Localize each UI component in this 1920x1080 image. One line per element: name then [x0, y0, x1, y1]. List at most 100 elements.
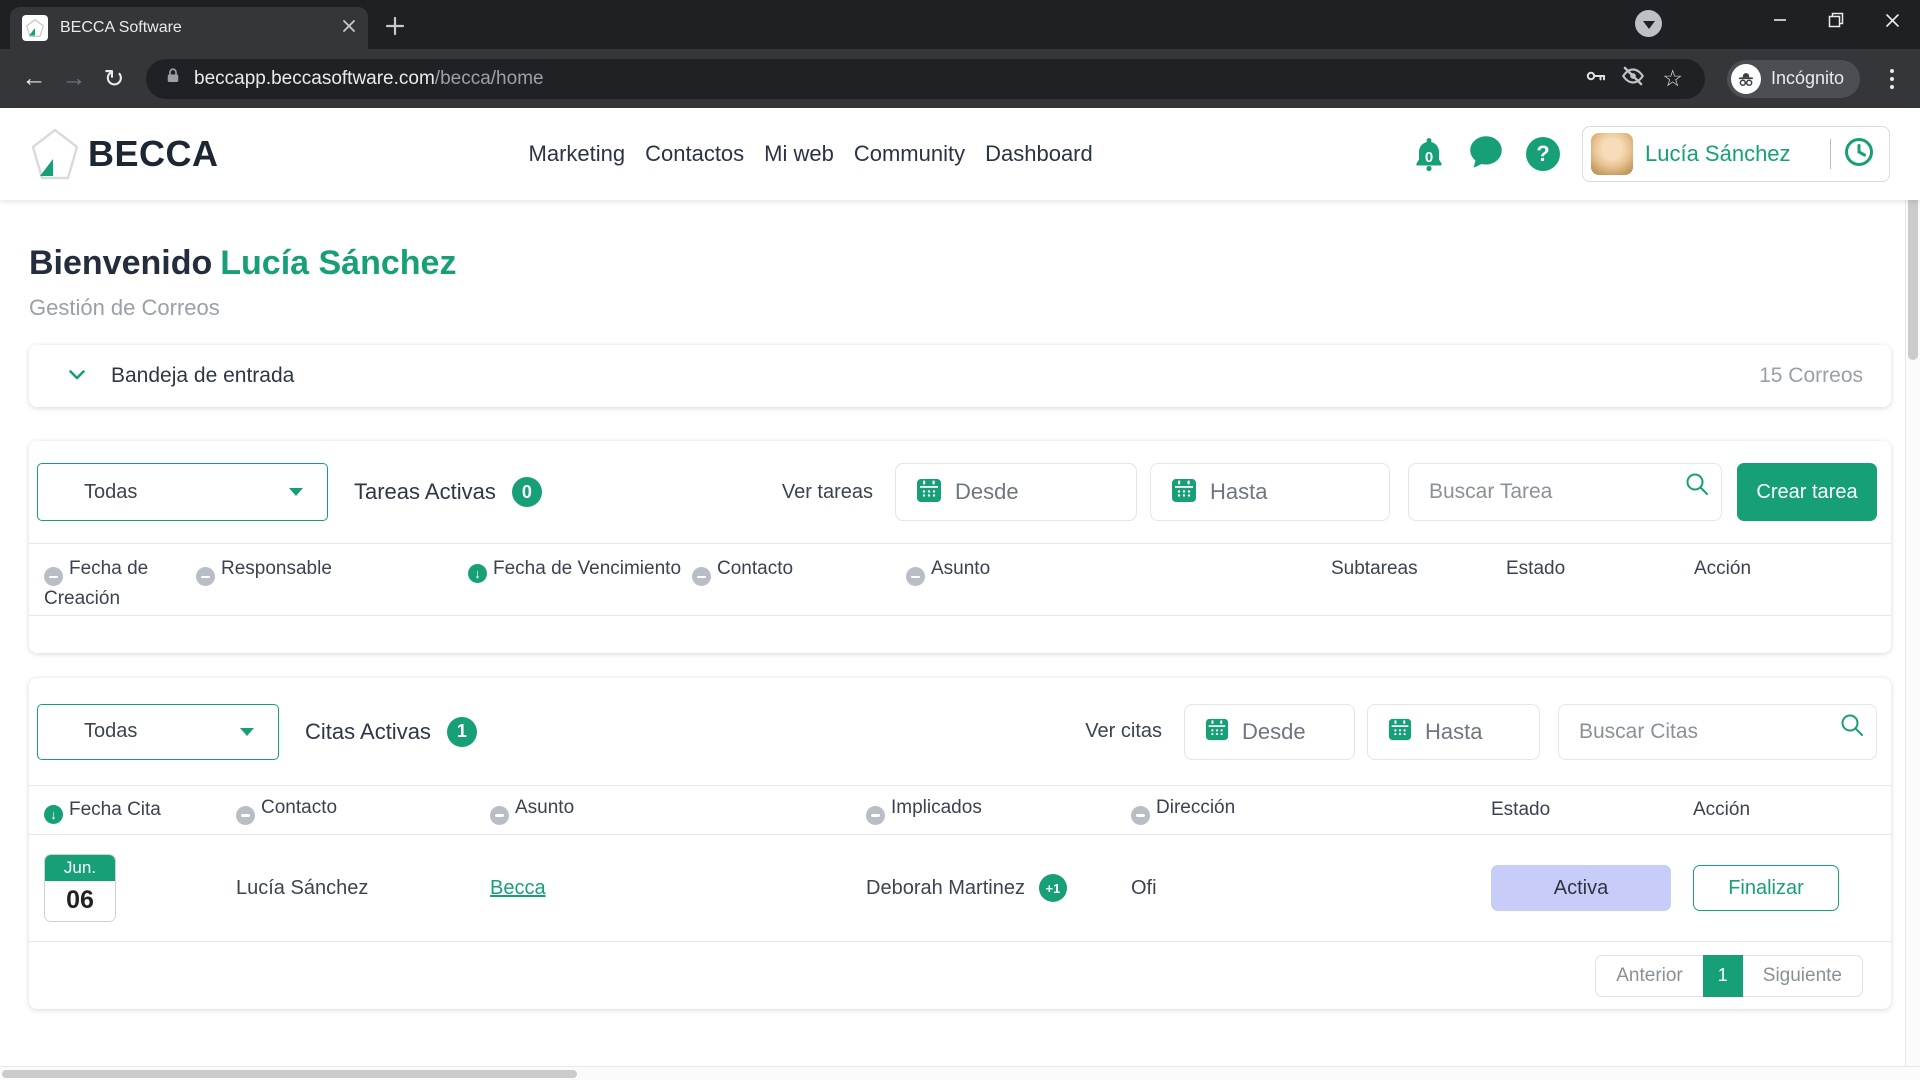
date-month: Jun.: [45, 855, 115, 881]
date-badge: Jun. 06: [44, 854, 116, 922]
tasks-search: [1408, 463, 1722, 521]
incognito-label: Incógnito: [1770, 68, 1844, 88]
column-header-subtareas: Subtareas: [1331, 558, 1418, 579]
reload-button[interactable]: ↻: [103, 64, 125, 93]
page-title: Bienvenido Lucía Sánchez: [29, 244, 1891, 283]
column-header-direccion[interactable]: Dirección: [1131, 795, 1491, 826]
citas-filter-select[interactable]: Todas: [37, 703, 279, 760]
appointment-involved-cell: Deborah Martinez +1: [866, 874, 1131, 902]
chat-bubble-icon[interactable]: [1468, 134, 1504, 175]
create-task-button[interactable]: Crear tarea: [1737, 463, 1877, 521]
becca-logo[interactable]: BECCA: [30, 127, 219, 181]
window-restore-button[interactable]: [1808, 0, 1864, 40]
nav-item-community[interactable]: Community: [853, 141, 966, 166]
url-bar[interactable]: beccapp.beccasoftware.com/becca/home ☆: [146, 58, 1705, 99]
column-header-fecha-cita[interactable]: Fecha Cita: [44, 797, 236, 824]
sort-neutral-icon: [1131, 806, 1150, 826]
divider: [1830, 139, 1831, 169]
citas-filter-row: Todas Citas Activas 1 Ver citas Desde: [29, 678, 1891, 785]
search-icon[interactable]: [1839, 712, 1865, 743]
column-header-fecha-vencimiento[interactable]: Fecha de Vencimiento: [468, 556, 692, 583]
pagination-current-page[interactable]: 1: [1702, 954, 1743, 997]
sort-neutral-icon: [236, 806, 255, 826]
pagination-previous-button[interactable]: Anterior: [1595, 954, 1703, 997]
vertical-scrollbar[interactable]: [1905, 108, 1920, 1066]
appointment-subject-link[interactable]: Becca: [490, 876, 546, 899]
main-nav: Marketing Contactos Mi web Community Das…: [529, 141, 1093, 167]
notifications-bell-icon[interactable]: 0: [1412, 136, 1446, 172]
inbox-count: 15 Correos: [1759, 364, 1863, 387]
finalize-button[interactable]: Finalizar: [1693, 865, 1839, 911]
window-minimize-button[interactable]: [1752, 0, 1808, 40]
horizontal-scrollbar-thumb[interactable]: [2, 1070, 577, 1078]
column-header-contacto[interactable]: Contacto: [236, 795, 490, 826]
vertical-scrollbar-thumb[interactable]: [1908, 110, 1918, 360]
date-to-placeholder: Hasta: [1425, 718, 1483, 744]
sort-neutral-icon: [196, 567, 215, 587]
nav-item-contactos[interactable]: Contactos: [645, 141, 745, 166]
browser-tab[interactable]: BECCA Software: [10, 7, 368, 49]
tasks-filter-select[interactable]: Todas: [37, 463, 328, 521]
tasks-panel: Todas Tareas Activas 0 Ver tareas Desde: [29, 441, 1891, 653]
appointment-contact: Lucía Sánchez: [236, 876, 369, 899]
chevron-down-icon[interactable]: [69, 367, 85, 385]
page-subtitle: Gestión de Correos: [29, 295, 220, 320]
help-icon[interactable]: ?: [1526, 137, 1560, 171]
citas-search-input[interactable]: [1558, 703, 1877, 760]
browser-menu-button[interactable]: [1878, 68, 1906, 89]
new-tab-button[interactable]: [384, 15, 406, 41]
column-header-contacto[interactable]: Contacto: [692, 556, 906, 587]
tasks-search-input[interactable]: [1408, 463, 1722, 521]
pagination-row: Anterior 1 Siguiente: [29, 941, 1891, 1009]
media-controls-button[interactable]: [1635, 10, 1662, 37]
window-close-button[interactable]: [1864, 0, 1920, 40]
column-header-responsable[interactable]: Responsable: [196, 556, 468, 587]
forward-button[interactable]: →: [61, 64, 87, 92]
tasks-date-from[interactable]: Desde: [895, 463, 1137, 521]
citas-date-from[interactable]: Desde: [1184, 703, 1355, 760]
calendar-icon: [1171, 477, 1197, 508]
date-day: 06: [45, 881, 115, 921]
user-avatar: [1591, 133, 1633, 175]
url-domain: beccapp.beccasoftware.com: [194, 67, 435, 89]
bookmark-star-icon[interactable]: ☆: [1662, 65, 1683, 91]
search-icon[interactable]: [1684, 471, 1710, 502]
brand-name: BECCA: [88, 133, 219, 174]
nav-item-dashboard[interactable]: Dashboard: [985, 141, 1093, 166]
tasks-table-header: Fecha de Creación Responsable Fecha de V…: [29, 543, 1891, 615]
column-header-estado: Estado: [1491, 798, 1551, 820]
session-clock-icon[interactable]: [1843, 136, 1875, 173]
page-content: Bienvenido Lucía Sánchez Gestión de Corre…: [0, 244, 1920, 1009]
incognito-badge: Incógnito: [1726, 59, 1860, 98]
date-to-placeholder: Hasta: [1210, 479, 1268, 504]
involved-more-badge[interactable]: +1: [1038, 874, 1067, 902]
user-name: Lucía Sánchez: [1645, 141, 1791, 166]
back-button[interactable]: ←: [21, 64, 47, 92]
tasks-date-to[interactable]: Hasta: [1150, 463, 1390, 521]
tasks-filter-value: Todas: [84, 480, 138, 503]
tab-close-icon[interactable]: [342, 18, 356, 38]
column-header-accion: Acción: [1693, 798, 1751, 820]
nav-item-mi-web[interactable]: Mi web: [764, 141, 834, 166]
status-badge[interactable]: Activa: [1491, 865, 1671, 911]
sort-neutral-icon: [490, 806, 509, 826]
notification-count-badge: 0: [1424, 149, 1434, 166]
password-key-icon[interactable]: [1584, 64, 1608, 93]
column-header-asunto[interactable]: Asunto: [906, 556, 1331, 587]
column-header-fecha-creacion[interactable]: Fecha de Creación: [44, 558, 149, 610]
horizontal-scrollbar[interactable]: [0, 1066, 1920, 1080]
caret-down-icon: [240, 727, 254, 736]
date-from-placeholder: Desde: [1242, 718, 1306, 744]
user-menu[interactable]: Lucía Sánchez: [1582, 126, 1890, 182]
citas-date-to[interactable]: Hasta: [1367, 703, 1540, 760]
tasks-empty-body: [29, 615, 1891, 653]
sort-desc-icon: [44, 804, 63, 824]
nav-item-marketing[interactable]: Marketing: [528, 141, 626, 166]
column-header-asunto[interactable]: Asunto: [490, 795, 866, 826]
eye-off-icon[interactable]: [1620, 63, 1646, 94]
sort-neutral-icon: [866, 806, 885, 826]
pagination-next-button[interactable]: Siguiente: [1742, 954, 1863, 997]
column-header-implicados[interactable]: Implicados: [866, 795, 1131, 826]
greeting-text: Bienvenido: [29, 244, 213, 282]
inbox-panel[interactable]: Bandeja de entrada 15 Correos: [29, 345, 1891, 407]
